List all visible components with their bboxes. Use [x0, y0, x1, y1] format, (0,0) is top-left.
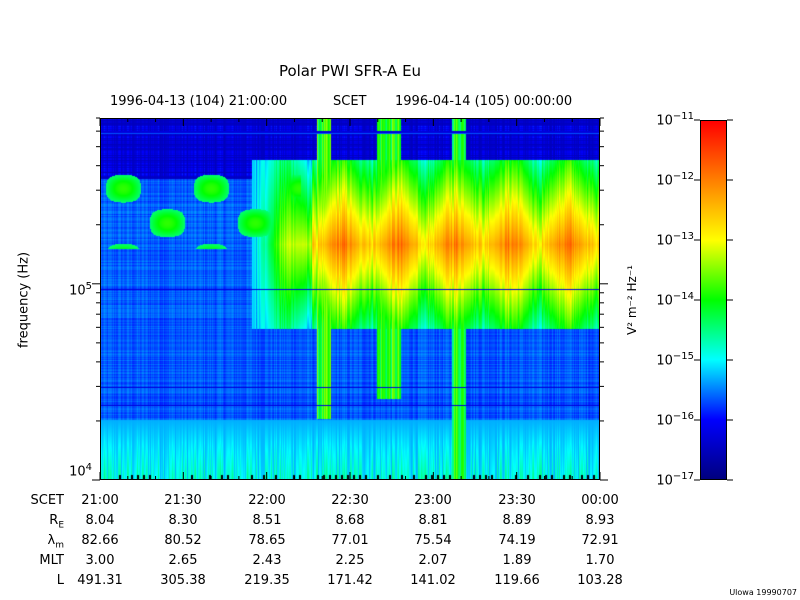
y-axis-label: frequency (Hz)	[16, 251, 32, 349]
ephemeris-value: 72.91	[581, 533, 619, 548]
ephemeris-value: 2.43	[252, 553, 282, 568]
ephemeris-value: 75.54	[414, 533, 452, 548]
colorbar-tick-label: 10−14	[656, 291, 694, 309]
colorbar-tick-label: 10−11	[656, 111, 694, 129]
x-tick-label: 22:30	[331, 493, 369, 508]
ephemeris-value: 119.66	[494, 573, 540, 588]
chart-title: Polar PWI SFR-A Eu	[278, 62, 422, 80]
ephemeris-value: 8.68	[335, 513, 365, 528]
colorbar-tick-label: 10−17	[656, 471, 694, 489]
ephemeris-value: 1.89	[502, 553, 532, 568]
ephemeris-value: 8.81	[418, 513, 448, 528]
colorbar-tick-label: 10−13	[656, 231, 694, 249]
spectrogram-heatmap	[101, 119, 599, 479]
ephemeris-value: 1.70	[585, 553, 615, 568]
x-tick-label: 21:00	[81, 493, 119, 508]
x-tick-label: 22:00	[248, 493, 286, 508]
header-start-time: 1996-04-13 (104) 21:00:00	[110, 94, 288, 109]
x-tick-label: 21:30	[164, 493, 202, 508]
ephemeris-value: 2.07	[418, 553, 448, 568]
ephemeris-row-label: RE	[49, 513, 64, 531]
ephemeris-value: 491.31	[77, 573, 123, 588]
ephemeris-value: 3.00	[85, 553, 115, 568]
ephemeris-value: 8.93	[585, 513, 615, 528]
ephemeris-row-label: λm	[47, 533, 64, 551]
ephemeris-value: 74.19	[498, 533, 536, 548]
x-tick-label: 23:30	[498, 493, 536, 508]
ephemeris-value: 103.28	[577, 573, 623, 588]
colorbar-tick-label: 10−16	[656, 411, 694, 429]
colorbar-tick-label: 10−15	[656, 351, 694, 369]
ephemeris-value: 141.02	[410, 573, 456, 588]
ephemeris-value: 2.25	[335, 553, 365, 568]
ephemeris-value: 77.01	[331, 533, 369, 548]
ephemeris-value: 305.38	[160, 573, 206, 588]
ephemeris-row-label: MLT	[39, 553, 64, 568]
header-end-time: 1996-04-14 (105) 00:00:00	[395, 94, 573, 109]
x-tick-label: 23:00	[414, 493, 452, 508]
ephemeris-row-label: L	[56, 573, 64, 588]
ephemeris-value: 80.52	[164, 533, 202, 548]
y-tick-label: 105	[69, 281, 92, 299]
y-tick-label: 104	[69, 462, 92, 480]
colorbar-label: V² m⁻² Hz⁻¹	[625, 265, 639, 335]
x-tick-label: 00:00	[581, 493, 619, 508]
time-row-label: SCET	[30, 493, 64, 508]
colorbar-tick-label: 10−12	[656, 171, 694, 189]
ephemeris-value: 8.89	[502, 513, 532, 528]
spectrogram-plot-area	[100, 118, 600, 480]
ephemeris-value: 171.42	[327, 573, 373, 588]
ephemeris-value: 8.30	[168, 513, 198, 528]
credit-text: Ulowa 19990707	[729, 588, 797, 597]
ephemeris-value: 8.04	[85, 513, 115, 528]
ephemeris-value: 8.51	[252, 513, 282, 528]
header-scet-label: SCET	[333, 94, 367, 109]
ephemeris-value: 219.35	[244, 573, 290, 588]
colorbar	[700, 120, 727, 480]
ephemeris-value: 82.66	[81, 533, 119, 548]
ephemeris-value: 2.65	[168, 553, 198, 568]
ephemeris-value: 78.65	[248, 533, 286, 548]
